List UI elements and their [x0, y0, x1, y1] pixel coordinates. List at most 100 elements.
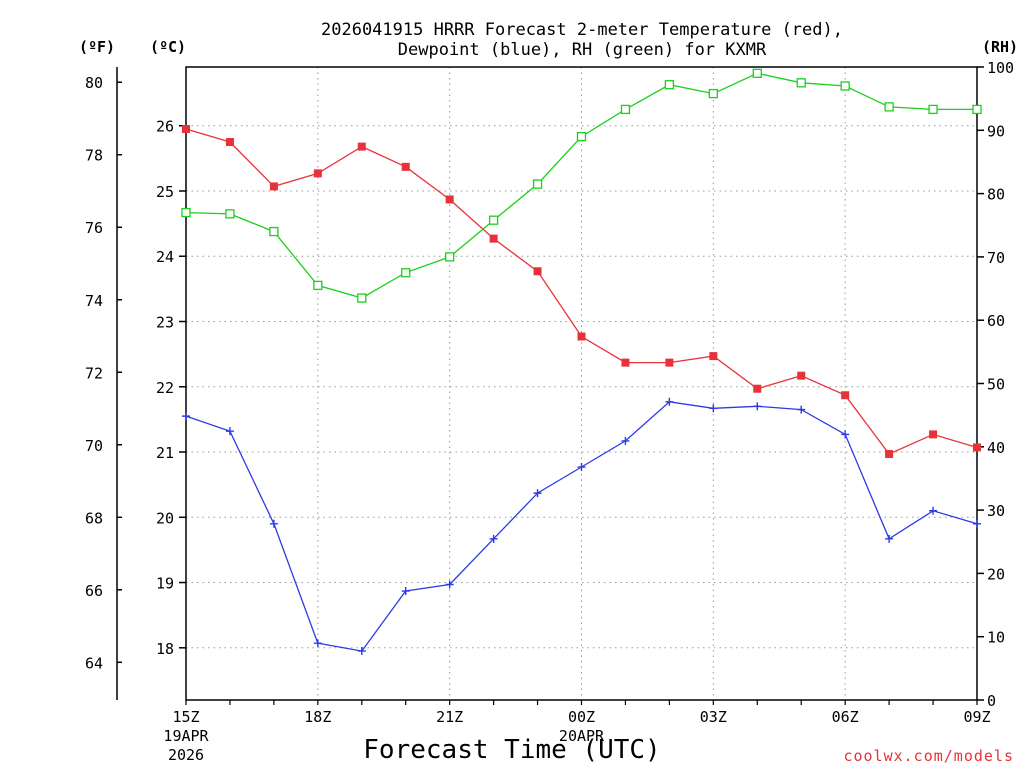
temperature-point	[182, 124, 190, 133]
rh-point	[401, 268, 411, 278]
temperature-point	[401, 162, 410, 171]
x-tick-label: 03Z	[700, 708, 727, 726]
rh-point	[181, 207, 191, 218]
chart-title-line-2: Dewpoint (blue), RH (green) for KXMR	[398, 40, 767, 60]
dewpoint-point	[401, 587, 410, 596]
dewpoint-point	[489, 534, 498, 543]
dewpoint-point	[929, 506, 938, 515]
dewpoint-point	[885, 534, 894, 543]
rh-point	[708, 88, 718, 99]
temperature-point	[533, 267, 542, 276]
temperature-point	[885, 449, 894, 458]
fahrenheit-tick-label: 64	[85, 654, 103, 672]
dewpoint-line	[185, 401, 978, 652]
fahrenheit-tick-label: 68	[85, 509, 103, 527]
rh-point	[357, 293, 367, 303]
dewpoint-point	[445, 580, 454, 589]
rh-point	[445, 252, 455, 262]
x-tick-label: 00Z	[568, 708, 595, 726]
rh-point	[972, 104, 982, 115]
temperature-point	[225, 138, 234, 147]
temperature-point	[753, 384, 762, 393]
chart-title-line-1: 2026041915 HRRR Forecast 2-meter Tempera…	[321, 20, 843, 40]
celsius-axis-unit: (ºC)	[150, 38, 186, 56]
temperature-point	[973, 443, 981, 452]
rh-tick-label: 90	[987, 122, 1005, 140]
dewpoint-point	[182, 412, 190, 421]
rh-point	[576, 131, 587, 142]
rh-point	[313, 280, 323, 291]
dewpoint-point	[621, 436, 630, 445]
fahrenheit-tick-label: 66	[85, 582, 103, 600]
x-tick-label: 09Z	[963, 708, 990, 726]
x-tick-date-label: 19APR	[163, 727, 209, 745]
rh-tick-label: 10	[987, 629, 1005, 647]
rh-point	[269, 226, 279, 237]
rh-tick-label: 50	[987, 376, 1005, 394]
temperature-point	[489, 234, 498, 243]
dewpoint-point	[973, 519, 981, 528]
temperature-point	[841, 391, 850, 400]
rh-point	[532, 179, 543, 189]
temperature-point	[797, 371, 806, 380]
dewpoint-point	[797, 405, 806, 414]
rh-tick-label: 40	[987, 439, 1005, 457]
dewpoint-point	[841, 430, 850, 439]
grid-lines	[186, 67, 977, 700]
celsius-tick-label: 26	[156, 118, 174, 136]
source-credit: coolwx.com/models	[843, 747, 1014, 765]
data-series	[181, 68, 982, 656]
fahrenheit-tick-label: 76	[85, 219, 103, 237]
fahrenheit-tick-label: 74	[85, 292, 103, 310]
rh-point	[796, 78, 806, 88]
axes	[116, 66, 984, 705]
x-tick-label: 18Z	[304, 708, 331, 726]
temperature-point	[709, 352, 718, 361]
tick-labels: 18 19 20 21 22 23 24 25 26 64 66 68 70 72 74 76 78 80 0 10 2…	[85, 59, 1014, 764]
dewpoint-point	[753, 402, 762, 411]
celsius-tick-label: 21	[156, 444, 174, 462]
celsius-tick-label: 22	[156, 379, 174, 397]
temperature-point	[929, 430, 938, 439]
celsius-tick-label: 18	[156, 640, 174, 658]
celsius-tick-label: 19	[156, 575, 174, 593]
rh-tick-label: 0	[987, 692, 996, 710]
dewpoint-point	[313, 639, 322, 648]
fahrenheit-axis-unit: (ºF)	[79, 38, 115, 56]
rh-point	[488, 215, 499, 225]
x-tick-label: 06Z	[832, 708, 859, 726]
temperature-point	[357, 142, 366, 151]
rh-axis-unit: (RH)	[982, 38, 1018, 56]
x-tick-label: 15Z	[172, 708, 199, 726]
celsius-tick-label: 23	[156, 314, 174, 332]
rh-point	[225, 209, 235, 219]
temperature-point	[445, 195, 454, 204]
dewpoint-point	[269, 519, 278, 528]
celsius-tick-label: 24	[156, 248, 174, 266]
rh-line	[185, 72, 977, 299]
dewpoint-point	[357, 647, 366, 656]
rh-tick-label: 30	[987, 502, 1005, 520]
x-tick-label: 21Z	[436, 708, 463, 726]
fahrenheit-tick-label: 72	[85, 364, 103, 382]
fahrenheit-tick-label: 70	[85, 437, 103, 455]
rh-tick-label: 100	[987, 59, 1014, 77]
fahrenheit-tick-label: 78	[85, 147, 103, 165]
dewpoint-point	[709, 404, 718, 413]
x-axis-label: Forecast Time (UTC)	[363, 735, 660, 765]
temperature-point	[269, 182, 278, 191]
celsius-tick-label: 25	[156, 183, 174, 201]
dewpoint-point	[577, 463, 586, 472]
celsius-tick-label: 20	[156, 509, 174, 527]
rh-tick-label: 60	[987, 312, 1005, 330]
rh-tick-label: 70	[987, 249, 1005, 267]
rh-point	[620, 104, 631, 115]
temperature-point	[313, 169, 322, 178]
dewpoint-point	[665, 397, 674, 406]
rh-tick-label: 80	[987, 186, 1005, 204]
rh-point	[752, 68, 762, 78]
rh-point	[928, 104, 938, 115]
dewpoint-point	[533, 489, 542, 498]
x-tick-year-label: 2026	[168, 746, 204, 764]
